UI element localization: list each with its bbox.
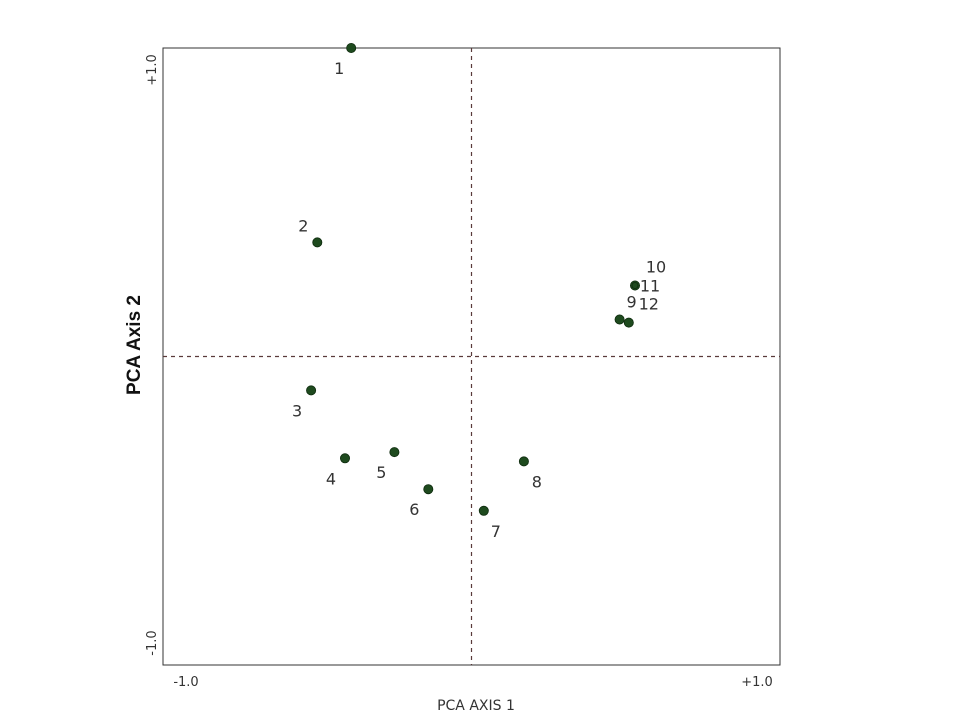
point-label-11: 11 xyxy=(640,277,660,296)
data-point-11 xyxy=(631,282,639,289)
data-point-3 xyxy=(306,385,317,396)
plot-frame xyxy=(162,47,781,666)
point-label-7: 7 xyxy=(491,522,501,541)
point-label-8: 8 xyxy=(532,472,542,491)
x-axis-title: PCA AXIS 1 xyxy=(437,698,515,714)
data-point-9 xyxy=(614,314,625,325)
y-tick-min: -1.0 xyxy=(145,630,160,655)
data-point-7 xyxy=(478,505,489,516)
data-point-12 xyxy=(623,317,634,328)
points-layer xyxy=(306,43,641,516)
point-label-3: 3 xyxy=(292,401,302,420)
data-point-5 xyxy=(389,447,400,458)
data-point-2 xyxy=(312,237,323,248)
point-label-6: 6 xyxy=(409,500,419,519)
data-point-6 xyxy=(423,484,434,495)
y-tick-max: +1.0 xyxy=(145,54,160,86)
data-point-1 xyxy=(346,43,357,54)
point-label-1: 1 xyxy=(334,59,344,78)
x-tick-max: +1.0 xyxy=(741,675,773,690)
y-axis-title: PCA Axis 2 xyxy=(124,295,145,395)
point-label-4: 4 xyxy=(326,469,336,488)
point-label-10: 10 xyxy=(646,258,666,277)
x-tick-min: -1.0 xyxy=(173,675,198,690)
point-label-2: 2 xyxy=(298,216,308,235)
point-label-12: 12 xyxy=(639,295,659,314)
data-point-8 xyxy=(518,456,529,467)
point-label-9: 9 xyxy=(627,293,637,312)
point-label-5: 5 xyxy=(376,463,386,482)
data-point-4 xyxy=(339,453,350,464)
